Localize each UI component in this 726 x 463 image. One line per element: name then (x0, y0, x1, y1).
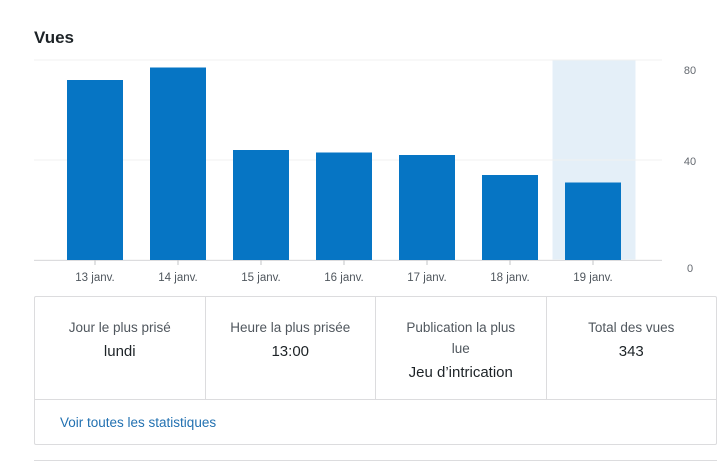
x-tick-label: 19 janv. (573, 272, 612, 284)
stats-row: Jour le plus prisé lundi Heure la plus p… (35, 297, 716, 400)
bar-4[interactable] (316, 152, 372, 261)
bar-1[interactable] (67, 80, 123, 260)
y-tick-label: 40 (684, 156, 696, 168)
bottom-divider (34, 460, 717, 461)
y-tick-label: 80 (684, 65, 696, 77)
bar-6[interactable] (482, 175, 538, 260)
stats-panel: Jour le plus prisé lundi Heure la plus p… (34, 296, 717, 445)
x-tick-label: 15 janv. (241, 272, 280, 284)
x-tick-label: 14 janv. (158, 272, 197, 284)
stat-top-post: Publication la plus lue Jeu d’intricatio… (376, 297, 547, 399)
stat-value: 13:00 (271, 343, 310, 360)
stat-label: Jour le plus prisé (68, 320, 171, 335)
views-chart: 80 40 0 13 janv. 14 janv. 15 janv. 16 janv. 17 … (34, 59, 696, 284)
stat-busiest-day: Jour le plus prisé lundi (35, 297, 206, 399)
stat-value: 343 (618, 343, 644, 360)
stat-value: lundi (103, 343, 136, 360)
x-tick-label: 17 janv. (407, 272, 446, 284)
widget-title: Vues (34, 28, 75, 47)
stat-total-views: Total des vues 343 (547, 297, 717, 399)
y-tick-label: 0 (687, 263, 693, 275)
x-tick-label: 18 janv. (490, 272, 529, 284)
stat-busiest-hour: Heure la plus prisée 13:00 (206, 297, 376, 399)
x-tick-label: 16 janv. (324, 272, 363, 284)
bar-7[interactable] (565, 182, 621, 261)
stat-value: Jeu d’intrication (408, 364, 513, 381)
stat-label: Publication la plus lue (406, 320, 516, 356)
stats-footer: Voir toutes les statistiques (35, 400, 716, 445)
stat-label: Total des vues (588, 320, 675, 335)
views-bar-chart-svg: 80 40 0 13 janv. 14 janv. 15 janv. 16 janv. 17 … (34, 59, 696, 284)
stat-label: Heure la plus prisée (230, 320, 351, 335)
view-all-stats-link[interactable]: Voir toutes les statistiques (60, 415, 217, 430)
bar-2[interactable] (150, 67, 206, 261)
bar-3[interactable] (233, 150, 289, 260)
bar-5[interactable] (399, 155, 455, 260)
x-tick-label: 13 janv. (75, 272, 114, 284)
